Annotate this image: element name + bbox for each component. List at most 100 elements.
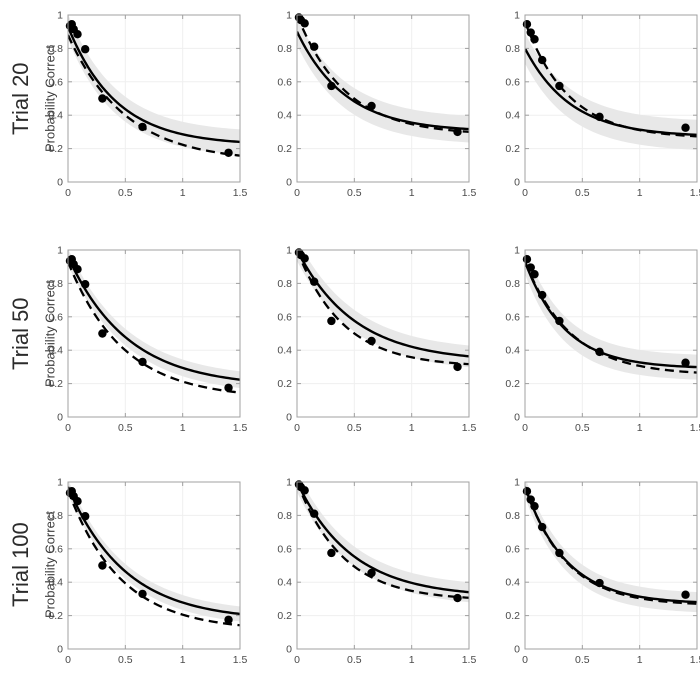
y-tick-label: 0.2 (48, 143, 63, 155)
data-point (300, 486, 309, 495)
data-point (555, 81, 564, 91)
y-tick-label: 0.4 (277, 110, 292, 122)
y-tick-label: 0.4 (505, 110, 520, 122)
y-tick-label: 0.6 (505, 76, 520, 88)
data-point (522, 19, 532, 29)
y-tick-label: 1 (286, 245, 292, 257)
data-points (65, 254, 233, 392)
data-point (538, 290, 547, 300)
data-point (522, 254, 532, 264)
y-tick-label: 0.6 (505, 311, 520, 323)
tick-labels: 0 0.5 1 1.5 0 0.2 0.4 0.6 0.8 1 (48, 10, 247, 200)
y-tick-label: 0.4 (277, 577, 292, 589)
data-point (538, 522, 547, 532)
tick-labels: 0 0.5 1 1.5 0 0.2 0.4 0.6 0.8 1 (48, 245, 247, 435)
confidence-band (68, 250, 240, 389)
axis-box (296, 14, 470, 183)
data-points (65, 486, 233, 624)
data-point (453, 127, 462, 137)
y-tick-label: 0.4 (505, 345, 520, 357)
data-point (98, 329, 107, 338)
grid (525, 482, 697, 649)
x-tick-label: 1.5 (233, 654, 248, 666)
data-point (310, 277, 319, 286)
tick-labels: 0 0.5 1 1.5 0 0.2 0.4 0.6 0.8 1 (277, 477, 476, 667)
x-tick-label: 0 (65, 422, 71, 434)
x-tick-label: 0.5 (575, 187, 590, 199)
data-point (526, 263, 535, 272)
x-tick-label: 1.5 (690, 654, 700, 666)
y-tick-label: 0 (286, 177, 292, 189)
plot-panel-trial100-col1: 0 0.5 1 1.5 0 0.2 0.4 0.6 0.8 1 (48, 477, 247, 667)
plot-panel-trial50-col3: 0 0.5 1 1.5 0 0.2 0.4 0.6 0.8 1 (505, 245, 700, 435)
tick-labels: 0 0.5 1 1.5 0 0.2 0.4 0.6 0.8 1 (277, 10, 476, 200)
y-tick-label: 0.4 (48, 110, 63, 122)
x-tick-label: 1 (180, 654, 186, 666)
y-tick-label: 0.4 (505, 577, 520, 589)
y-tick-label: 0.6 (277, 543, 292, 555)
tick-labels: 0 0.5 1 1.5 0 0.2 0.4 0.6 0.8 1 (505, 10, 700, 200)
data-point (526, 28, 535, 37)
data-point (595, 347, 604, 357)
data-point (530, 270, 539, 279)
x-tick-label: 0 (294, 422, 300, 434)
data-point (73, 497, 82, 506)
data-point (530, 502, 539, 511)
confidence-band (525, 482, 697, 613)
confidence-band (525, 33, 697, 150)
solid-fit-curve (297, 31, 469, 131)
y-tick-label: 0.6 (277, 76, 292, 88)
data-points (65, 19, 233, 157)
dashed-fit-curve (297, 250, 469, 366)
y-tick-label: 0.8 (48, 510, 63, 522)
data-point (98, 561, 107, 570)
axis-box (524, 481, 698, 650)
data-point (73, 265, 82, 274)
y-tick-label: 0 (57, 177, 63, 189)
y-tick-label: 0.8 (277, 278, 292, 290)
x-tick-label: 1.5 (462, 654, 477, 666)
y-tick-label: 1 (514, 477, 520, 489)
row-label-trial-100: Trial 100 (8, 522, 33, 608)
x-tick-label: 1 (409, 422, 415, 434)
data-point (681, 358, 690, 367)
x-tick-label: 1.5 (690, 422, 700, 434)
tick-labels: 0 0.5 1 1.5 0 0.2 0.4 0.6 0.8 1 (48, 477, 247, 667)
data-point (310, 509, 319, 518)
data-point (327, 316, 336, 326)
data-point (555, 548, 564, 558)
tick-labels: 0 0.5 1 1.5 0 0.2 0.4 0.6 0.8 1 (505, 477, 700, 667)
y-tick-label: 1 (514, 10, 520, 22)
y-tick-label: 0 (514, 177, 520, 189)
y-tick-label: 0 (514, 412, 520, 424)
solid-fit-curve (68, 486, 240, 616)
y-tick-label: 0 (514, 644, 520, 656)
dashed-fit-curve (68, 261, 240, 394)
solid-fit-curve (525, 486, 697, 604)
confidence-band (525, 250, 697, 380)
data-point (555, 316, 564, 326)
data-point (526, 495, 535, 504)
plot-panel-trial50-col2: 0 0.5 1 1.5 0 0.2 0.4 0.6 0.8 1 (277, 245, 476, 435)
axis-box (524, 14, 698, 183)
y-tick-label: 0.8 (48, 43, 63, 55)
data-point (98, 94, 107, 103)
x-tick-label: 0.5 (118, 422, 133, 434)
data-point (367, 336, 376, 346)
grid (68, 15, 240, 182)
data-point (681, 590, 690, 599)
data-point (453, 593, 462, 603)
y-tick-label: 0.8 (277, 43, 292, 55)
axis-box (67, 249, 241, 418)
plot-panel-trial20-col3: 0 0.5 1 1.5 0 0.2 0.4 0.6 0.8 1 (505, 10, 700, 200)
y-tick-label: 0.6 (48, 311, 63, 323)
data-point (224, 148, 233, 157)
data-point (530, 35, 539, 44)
grid (68, 250, 240, 417)
data-point (300, 254, 309, 263)
y-tick-label: 0 (286, 412, 292, 424)
y-tick-label: 0.2 (48, 378, 63, 390)
x-tick-label: 0 (522, 654, 528, 666)
y-tick-label: 1 (57, 245, 63, 257)
x-tick-label: 1 (637, 422, 643, 434)
